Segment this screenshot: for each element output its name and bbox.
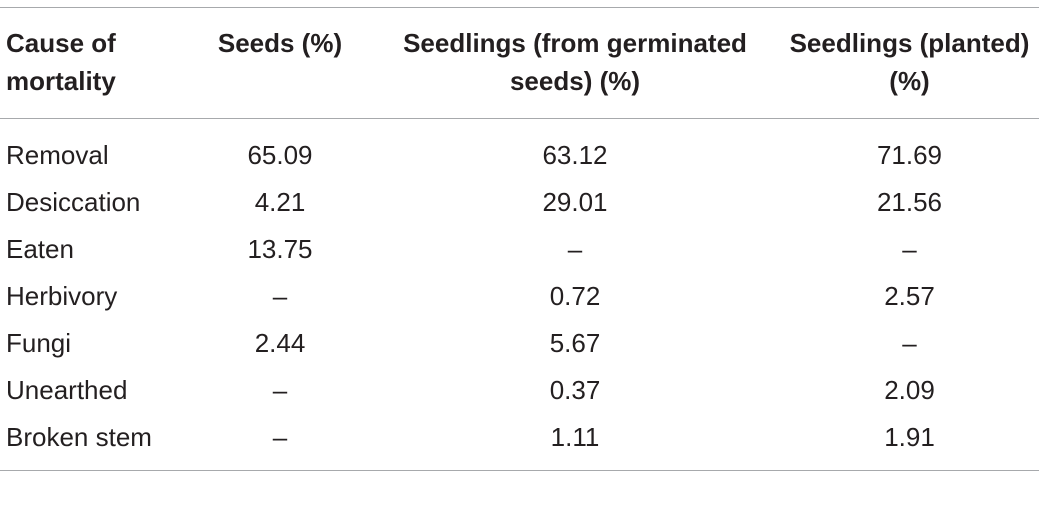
cell-seedlings-germinated: 5.67 (549, 328, 601, 358)
cell-seedlings-germinated: 63.12 (542, 140, 608, 170)
cell-cause: Herbivory (6, 281, 118, 311)
cell-seedlings-germinated: 0.37 (549, 375, 601, 405)
cell-seeds: – (272, 375, 288, 405)
table-row: Herbivory – 0.72 2.57 (0, 277, 1039, 324)
cell-seedlings-germinated: 1.11 (550, 422, 600, 452)
table-row: Desiccation 4.21 29.01 21.56 (0, 183, 1039, 230)
cell-seeds: 2.44 (254, 328, 306, 358)
cell-seeds: – (272, 422, 288, 452)
cell-cause: Desiccation (6, 187, 141, 217)
cell-cause: Eaten (6, 234, 74, 264)
cell-seedlings-planted: 2.09 (884, 375, 935, 405)
header-seedlings-planted: Seedlings (planted) (%) (789, 28, 1030, 96)
cell-cause: Removal (6, 140, 109, 170)
cell-seeds: 65.09 (247, 140, 313, 170)
cell-seedlings-planted: – (902, 328, 917, 358)
mortality-table: Cause of mortality Seeds (%) Seedlings (… (0, 7, 1039, 471)
cell-seedlings-germinated: – (567, 234, 583, 264)
table-row: Eaten 13.75 – – (0, 230, 1039, 277)
cell-seedlings-planted: 21.56 (876, 187, 943, 217)
header-seeds: Seeds (%) (217, 28, 343, 58)
cell-cause: Unearthed (6, 375, 128, 405)
cell-seedlings-planted: 1.91 (884, 422, 935, 452)
table-body: Removal 65.09 63.12 71.69 Desiccation 4.… (0, 119, 1039, 471)
cell-seedlings-germinated: 0.72 (549, 281, 601, 311)
cell-seedlings-germinated: 29.01 (542, 187, 608, 217)
header-seedlings-germinated: Seedlings (from germinated seeds) (%) (403, 28, 747, 96)
table-row: Removal 65.09 63.12 71.69 (0, 119, 1039, 184)
table-row: Unearthed – 0.37 2.09 (0, 371, 1039, 418)
cell-cause: Broken stem (6, 422, 152, 452)
header-cause-of-mortality: Cause of mortality (6, 28, 116, 96)
cell-seedlings-planted: – (902, 234, 917, 264)
header-row: Cause of mortality Seeds (%) Seedlings (… (0, 7, 1039, 119)
cell-seedlings-planted: 71.69 (876, 140, 943, 170)
table-row: Fungi 2.44 5.67 – (0, 324, 1039, 371)
cell-seedlings-planted: 2.57 (884, 281, 935, 311)
cell-seeds: – (272, 281, 288, 311)
table-row: Broken stem – 1.11 1.91 (0, 418, 1039, 471)
table-header: Cause of mortality Seeds (%) Seedlings (… (0, 7, 1039, 119)
cell-cause: Fungi (6, 328, 72, 358)
cell-seeds: 4.21 (254, 187, 306, 217)
cell-seeds: 13.75 (247, 234, 313, 264)
